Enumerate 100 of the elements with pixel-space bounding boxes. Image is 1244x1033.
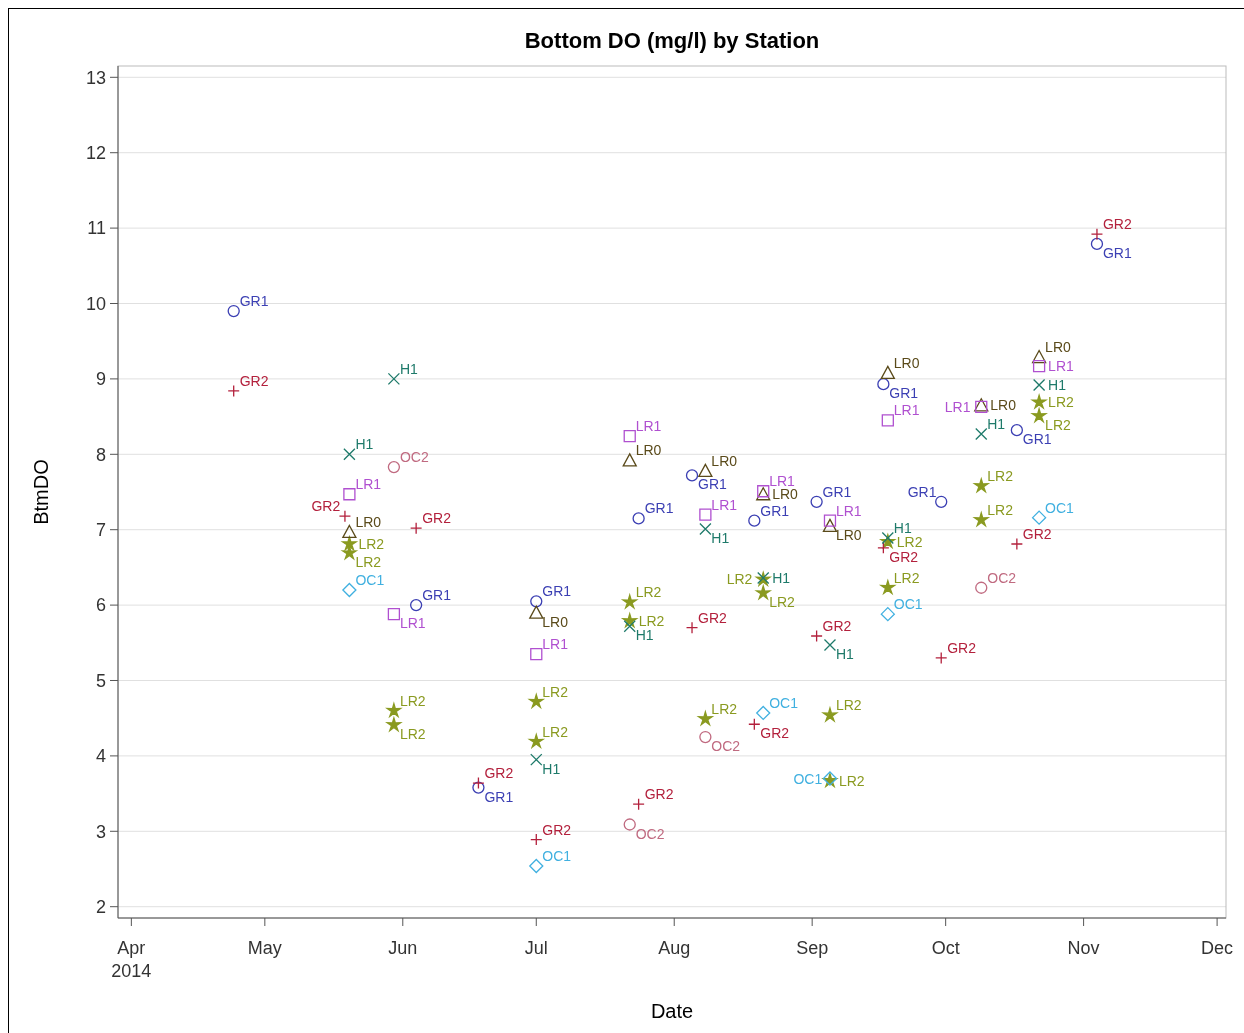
text: LR2 xyxy=(896,533,923,550)
point xyxy=(528,733,544,748)
text: GR2 xyxy=(947,639,977,656)
x-tick-label: Jul xyxy=(524,938,548,958)
point xyxy=(698,463,713,478)
text: LR1 xyxy=(893,402,920,419)
point xyxy=(409,522,423,535)
text: LR1 xyxy=(944,398,971,415)
text: H1 xyxy=(893,519,912,536)
point xyxy=(685,469,699,482)
text: LR1 xyxy=(399,615,426,632)
text: LR1 xyxy=(1048,358,1074,375)
y-tick-label: 7 xyxy=(95,520,106,540)
text: GR2 xyxy=(484,765,514,782)
point xyxy=(881,531,894,545)
point xyxy=(623,430,636,443)
text: LR2 xyxy=(358,536,385,553)
point xyxy=(530,647,543,661)
point xyxy=(810,495,823,508)
point xyxy=(530,595,543,608)
text: LR0 xyxy=(711,452,738,469)
text: OC1 xyxy=(1045,499,1074,516)
text: LR1 xyxy=(542,636,568,653)
text: LR2 xyxy=(769,594,795,611)
text: H1 xyxy=(1048,376,1067,393)
text: OC2 xyxy=(987,569,1017,586)
point xyxy=(880,580,896,595)
point xyxy=(1010,537,1024,551)
text: LR2 xyxy=(399,692,426,709)
point xyxy=(1090,237,1104,251)
text: LR2 xyxy=(835,697,862,714)
y-tick-label: 11 xyxy=(87,218,106,239)
point xyxy=(342,545,357,560)
text: H1 xyxy=(711,529,730,546)
text: LR2 xyxy=(987,501,1013,518)
point xyxy=(342,582,357,598)
point xyxy=(755,585,771,600)
text: LR2 xyxy=(711,700,738,717)
point xyxy=(343,488,356,501)
point xyxy=(529,605,544,619)
y-tick-label: 10 xyxy=(85,293,106,314)
x-tick-label: Dec xyxy=(1201,938,1234,958)
point xyxy=(386,717,402,732)
x-tick-label: Sep xyxy=(796,938,829,958)
text: LR0 xyxy=(990,397,1016,414)
point xyxy=(822,518,838,533)
point xyxy=(756,705,771,721)
text: LR2 xyxy=(355,554,382,571)
text: GR1 xyxy=(239,293,269,310)
y-tick-label: 3 xyxy=(95,821,106,842)
point xyxy=(748,718,761,731)
series-label: OC1 xyxy=(355,572,385,589)
text: H1 xyxy=(542,760,561,777)
point xyxy=(822,707,838,722)
point xyxy=(386,703,402,717)
y-tick-label: 12 xyxy=(85,143,106,164)
point xyxy=(1031,510,1047,525)
point xyxy=(632,798,645,811)
text: H1 xyxy=(635,627,654,644)
series-label: GR1 xyxy=(907,483,937,500)
text: OC1 xyxy=(893,596,923,613)
text: LR1 xyxy=(711,496,738,513)
point xyxy=(935,495,948,508)
x-axis-title: Date xyxy=(650,1000,694,1022)
point xyxy=(685,621,699,634)
text: LR2 xyxy=(635,584,662,601)
point xyxy=(973,512,989,527)
point xyxy=(1031,349,1047,364)
x-tick-label: Oct xyxy=(931,938,960,958)
point xyxy=(622,594,638,609)
point xyxy=(975,581,988,594)
text: LR0 xyxy=(835,526,862,543)
text: LR2 xyxy=(726,571,753,588)
point xyxy=(698,711,713,726)
text: H1 xyxy=(772,569,791,586)
text: OC2 xyxy=(399,449,429,466)
point xyxy=(877,378,890,391)
point xyxy=(343,448,356,461)
point xyxy=(227,384,240,398)
text: LR1 xyxy=(835,502,862,519)
point xyxy=(409,598,423,612)
text: OC1 xyxy=(793,770,823,787)
y-tick-label: 13 xyxy=(85,67,106,88)
point xyxy=(342,536,357,551)
text: LR0 xyxy=(1045,339,1071,356)
point xyxy=(387,460,401,474)
point xyxy=(880,607,895,622)
point xyxy=(338,509,352,523)
text: LR0 xyxy=(893,354,920,371)
y-tick-label: 6 xyxy=(95,595,106,616)
chart-title: Bottom DO (mg/l) by Station xyxy=(524,28,820,53)
point xyxy=(530,753,543,766)
text: GR1 xyxy=(422,587,451,604)
text: LR2 xyxy=(638,612,665,629)
text: LR0 xyxy=(355,513,382,530)
point xyxy=(1090,227,1104,241)
text: GR1 xyxy=(542,583,572,600)
text: GR2 xyxy=(311,498,341,515)
point xyxy=(1031,394,1047,409)
point xyxy=(748,514,761,527)
